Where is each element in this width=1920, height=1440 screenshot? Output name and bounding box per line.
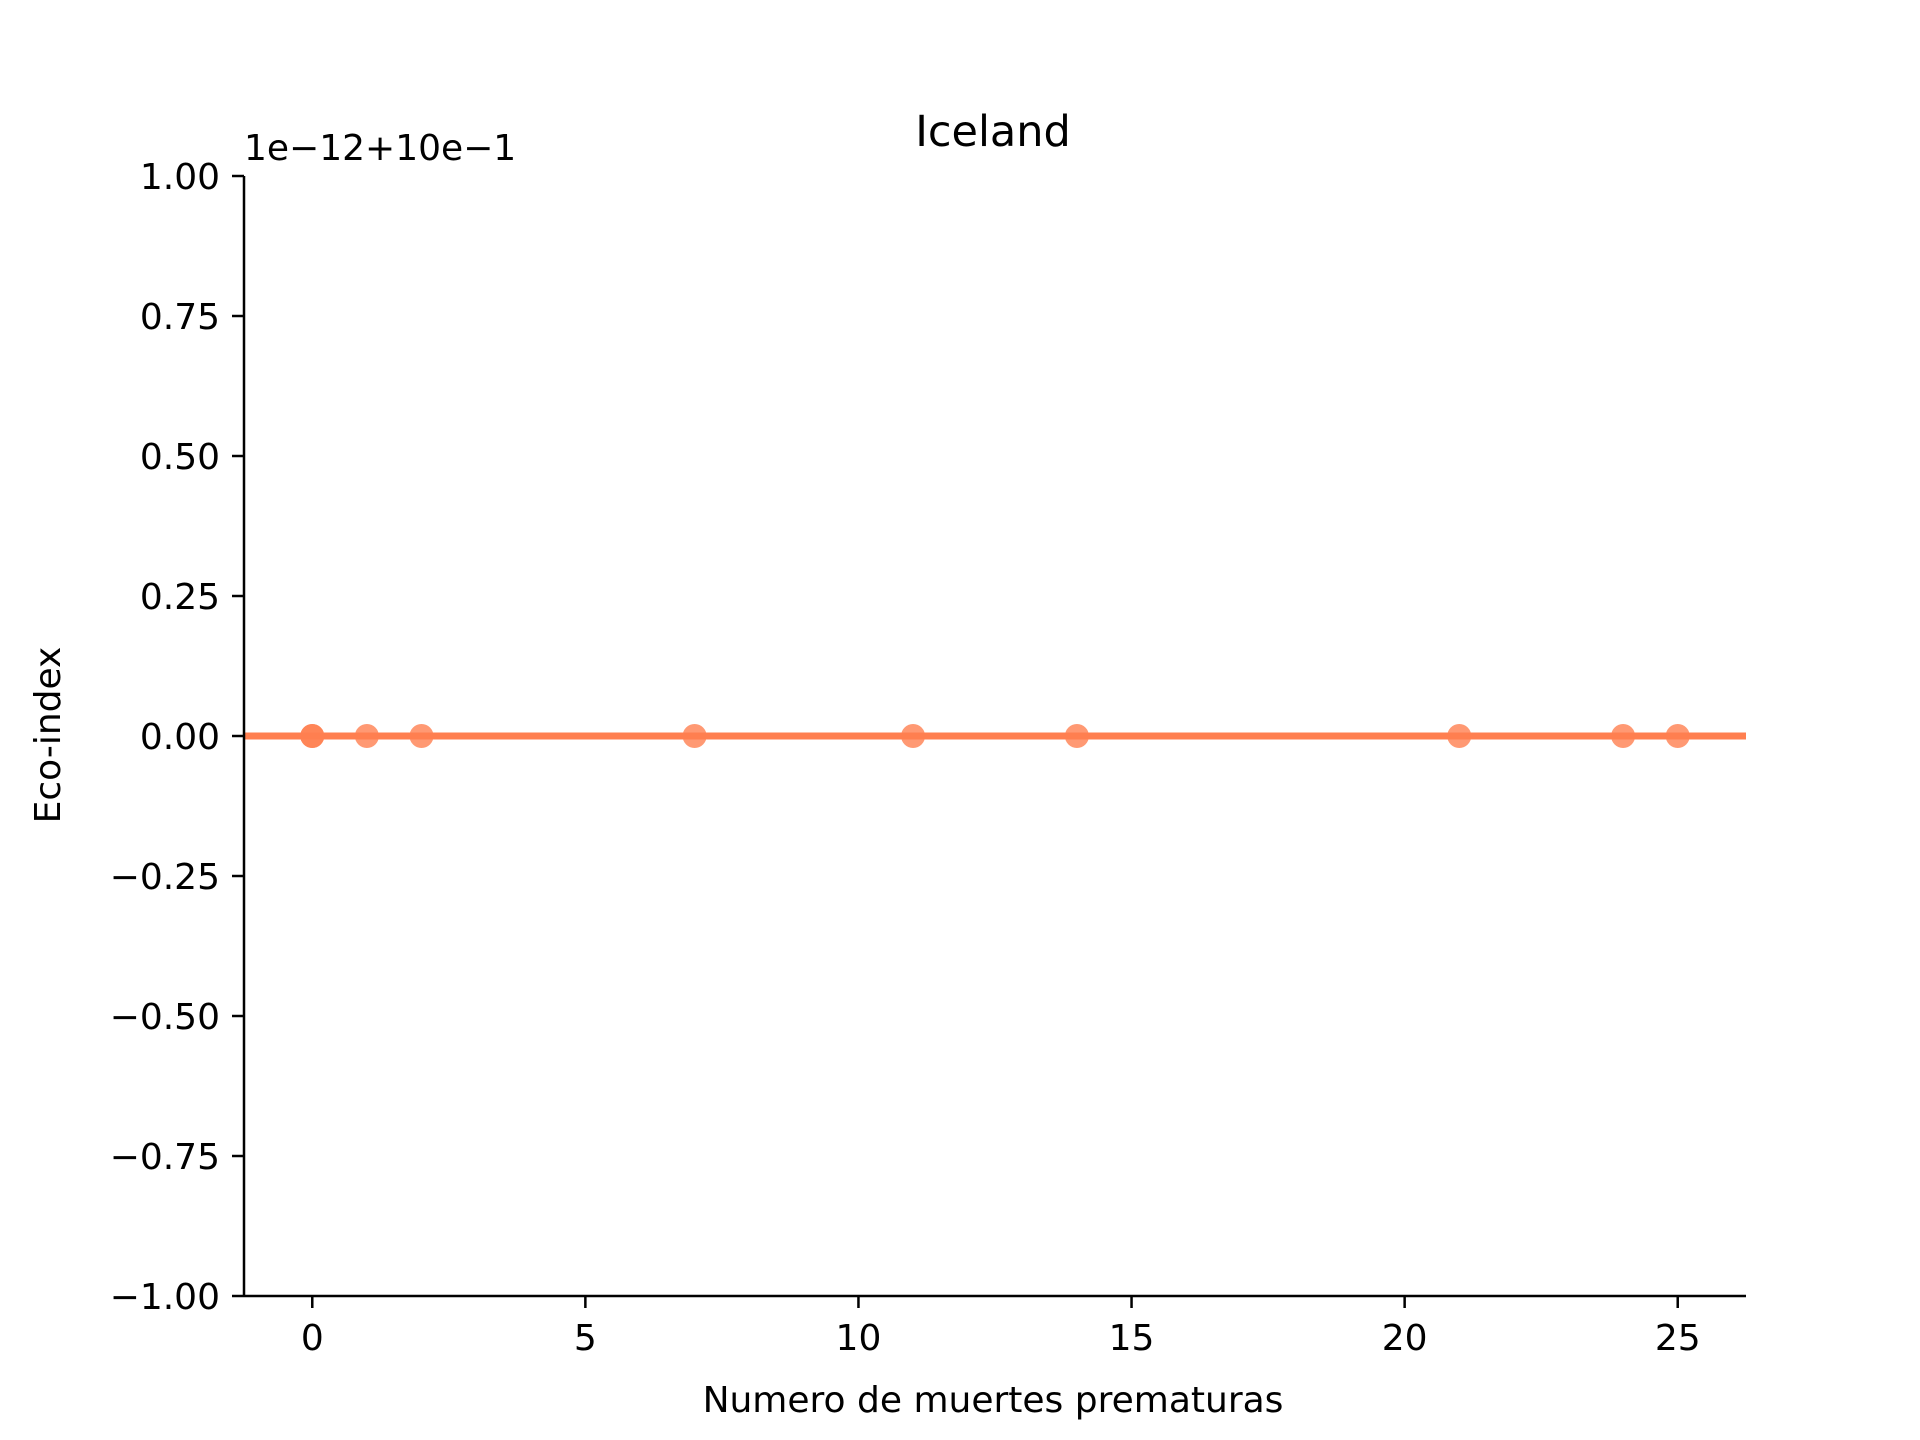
y-axis-offset-label: 1e−12+10e−1 <box>244 128 516 169</box>
data-point <box>300 724 325 748</box>
y-tick-label: −0.75 <box>110 1137 220 1178</box>
data-point <box>1447 724 1472 748</box>
data-point <box>1064 724 1089 748</box>
x-axis-label: Numero de muertes prematuras <box>703 1380 1284 1421</box>
x-tick-label: 20 <box>1382 1318 1428 1359</box>
y-tick-label: 0.25 <box>140 577 220 618</box>
data-point <box>682 724 707 748</box>
plot-area <box>244 724 1746 748</box>
x-tick-label: 10 <box>836 1318 882 1359</box>
x-tick-label: 15 <box>1109 1318 1155 1359</box>
data-point <box>901 724 926 748</box>
y-tick-label: 0.75 <box>140 297 220 338</box>
y-tick-label: −0.25 <box>110 857 220 898</box>
y-axis-label: Eco-index <box>28 647 69 824</box>
chart-title: Iceland <box>915 107 1071 157</box>
x-tick-label: 25 <box>1655 1318 1701 1359</box>
y-axis-ticks: 1.00 0.75 0.50 0.25 0.00 −0.25 −0.50 −0.75 −1.00 <box>110 157 244 1318</box>
data-point <box>354 724 379 748</box>
y-tick-label: 0.00 <box>140 717 220 758</box>
data-point <box>1611 724 1636 748</box>
data-point <box>409 724 434 748</box>
data-point <box>1665 724 1690 748</box>
y-tick-label: −1.00 <box>110 1277 220 1318</box>
x-axis-ticks: 0 5 10 15 20 25 <box>301 1296 1701 1359</box>
x-tick-label: 0 <box>301 1318 324 1359</box>
x-tick-label: 5 <box>574 1318 597 1359</box>
y-tick-label: 1.00 <box>140 157 220 198</box>
y-tick-label: −0.50 <box>110 997 220 1038</box>
y-tick-label: 0.50 <box>140 437 220 478</box>
